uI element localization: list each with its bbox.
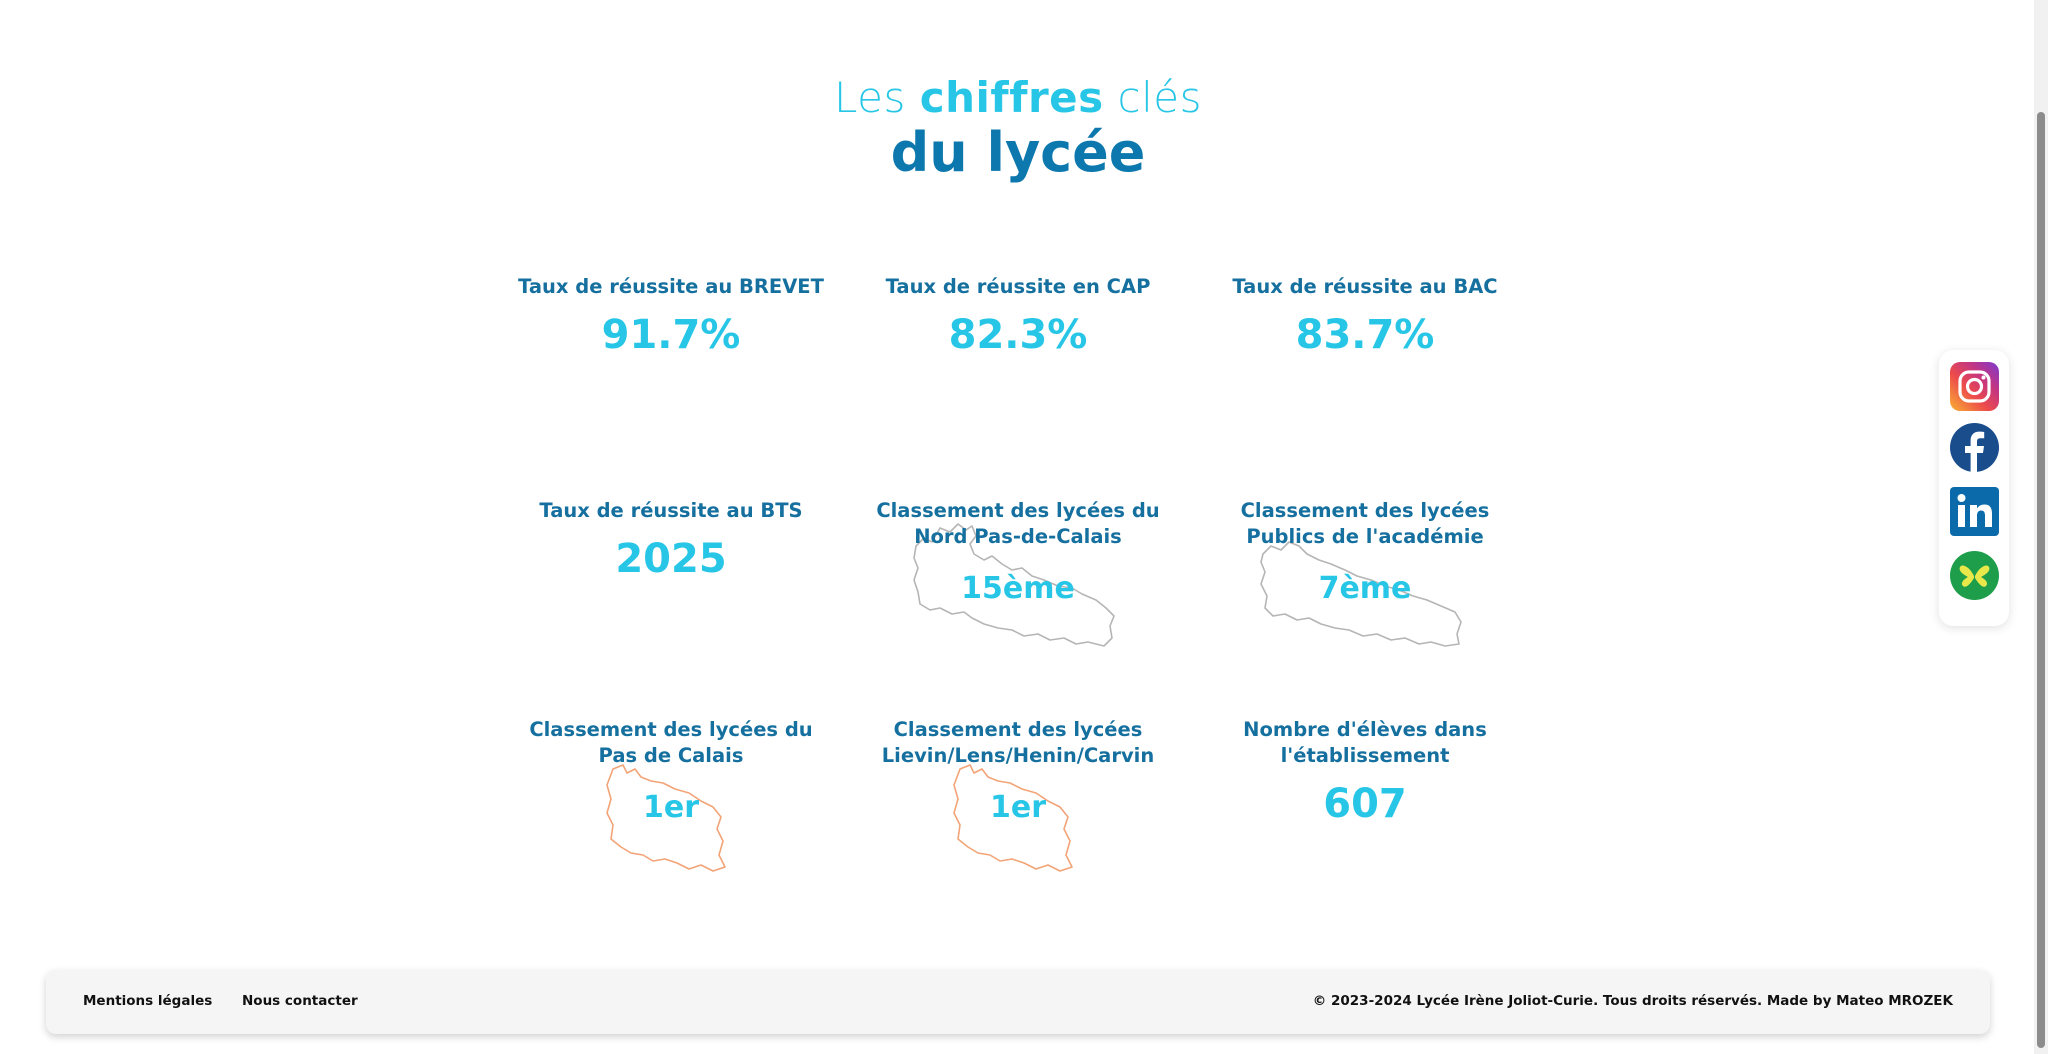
contact-link[interactable]: Nous contacter: [242, 993, 358, 1009]
stat-value: 83.7%: [1295, 312, 1435, 358]
footer: Mentions légales Nous contacter © 2023-2…: [46, 970, 1990, 1034]
department-map-icon: [953, 764, 1073, 872]
scrollbar-thumb[interactable]: [2037, 112, 2045, 1048]
butterfly-glyph: [1959, 565, 1990, 587]
copyright-text: © 2023-2024 Lycée Irène Joliot-Curie. To…: [1312, 993, 1953, 1009]
stat-ranking-region: Classement des lycées du Nord Pas-de-Cal…: [858, 498, 1178, 647]
stat-value: 1er: [642, 790, 699, 825]
instagram-icon[interactable]: [1950, 362, 1999, 411]
facebook-icon[interactable]: [1950, 423, 1999, 472]
stat-bac: Taux de réussite au BAC 83.7%: [1205, 274, 1525, 360]
title-highlight: chiffres: [919, 73, 1104, 122]
stat-cap: Taux de réussite en CAP 82.3%: [858, 274, 1178, 360]
stat-value: 607: [1323, 781, 1407, 827]
section-title-line2: du lycée: [890, 121, 1146, 184]
section-title: Les chiffres clés du lycée: [0, 72, 2036, 184]
scrollbar[interactable]: [2034, 0, 2048, 1054]
stat-label: Taux de réussite au BREVET: [518, 275, 824, 298]
linkedin-glyph: [1957, 494, 1992, 527]
stat-label: Classement des lycées du Pas de Calais: [529, 718, 813, 767]
title-suffix: clés: [1117, 73, 1203, 122]
social-bar: [1939, 350, 2009, 626]
stat-student-count: Nombre d'élèves dans l'établissement 607: [1205, 717, 1525, 829]
stat-ranking-department: Classement des lycées du Pas de Calais 1…: [511, 717, 831, 872]
stat-label: Taux de réussite en CAP: [885, 275, 1151, 298]
stat-label: Taux de réussite au BAC: [1232, 275, 1498, 298]
stat-ranking-academy: Classement des lycées Publics de l'acadé…: [1205, 498, 1525, 647]
title-prefix: Les: [833, 73, 906, 122]
stat-value: 15ème: [961, 571, 1075, 606]
section-title-line1: Les chiffres clés: [0, 72, 2036, 124]
stat-label: Taux de réussite au BTS: [539, 499, 803, 522]
stat-brevet: Taux de réussite au BREVET 91.7%: [511, 274, 831, 360]
instagram-glyph: [1958, 370, 1991, 403]
stat-value: 1er: [989, 790, 1046, 825]
stat-label: Classement des lycées Publics de l'acadé…: [1240, 499, 1490, 548]
stat-label: Classement des lycées du Nord Pas-de-Cal…: [876, 499, 1160, 548]
department-map-icon: [606, 764, 726, 872]
stat-ranking-local: Classement des lycées Lievin/Lens/Henin/…: [858, 717, 1178, 872]
legal-link[interactable]: Mentions légales: [83, 993, 213, 1009]
region-map-icon: [1260, 541, 1462, 647]
region-map-icon: [913, 523, 1115, 647]
stat-value: 2025: [615, 536, 727, 582]
stat-label: Nombre d'élèves dans l'établissement: [1243, 718, 1487, 767]
linkedin-icon[interactable]: [1950, 487, 1999, 536]
stat-value: 7ème: [1318, 571, 1412, 606]
facebook-glyph: [1965, 431, 1985, 472]
stat-bts: Taux de réussite au BTS 2025: [511, 498, 831, 584]
stat-label: Classement des lycées Lievin/Lens/Henin/…: [881, 718, 1155, 767]
stat-value: 82.3%: [948, 312, 1088, 358]
stat-value: 91.7%: [601, 312, 741, 358]
butterfly-icon[interactable]: [1950, 551, 1999, 600]
